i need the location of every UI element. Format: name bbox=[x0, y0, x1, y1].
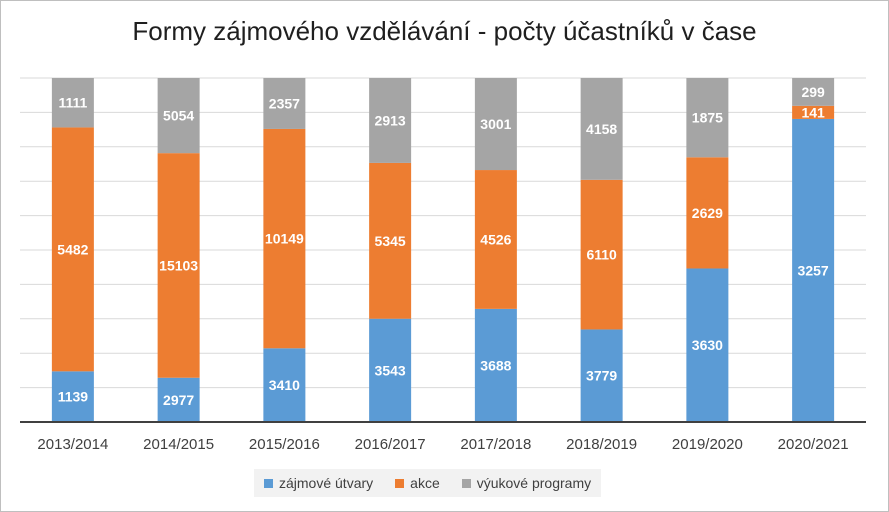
bar-segment bbox=[792, 118, 835, 422]
data-label: 3001 bbox=[480, 116, 511, 132]
bar-segment bbox=[157, 153, 200, 378]
legend: zájmové útvary akce výukové programy bbox=[254, 469, 602, 497]
data-label: 299 bbox=[801, 84, 825, 100]
data-label: 2357 bbox=[269, 95, 300, 111]
bar-segment bbox=[51, 127, 94, 372]
data-label: 3630 bbox=[692, 337, 723, 353]
bar-segment bbox=[369, 78, 412, 163]
x-tick-label: 2016/2017 bbox=[355, 436, 426, 453]
data-label: 6110 bbox=[586, 247, 617, 263]
data-label: 5482 bbox=[57, 241, 88, 257]
legend-swatch bbox=[264, 478, 273, 488]
data-label: 3688 bbox=[480, 357, 511, 373]
data-label: 1111 bbox=[58, 95, 87, 111]
chart-title: Formy zájmového vzdělávání - počty účast… bbox=[132, 16, 757, 46]
data-label: 1139 bbox=[58, 389, 89, 405]
data-label: 5054 bbox=[163, 108, 194, 124]
legend-item-akce[interactable]: akce bbox=[395, 475, 440, 491]
x-tick-label: 2018/2019 bbox=[566, 436, 637, 453]
legend-label: výukové programy bbox=[476, 475, 592, 491]
data-label: 2913 bbox=[375, 112, 406, 128]
bar-segment bbox=[157, 377, 200, 422]
legend-swatch bbox=[395, 478, 405, 488]
bar-segment bbox=[686, 78, 729, 158]
data-label: 3257 bbox=[798, 262, 829, 278]
bar-segment bbox=[263, 348, 306, 422]
bar-segment bbox=[580, 78, 623, 180]
x-tick-label: 2020/2021 bbox=[778, 436, 849, 453]
bar-segment bbox=[263, 128, 306, 349]
x-tick-label: 2014/2015 bbox=[143, 436, 214, 453]
data-label: 3543 bbox=[375, 362, 406, 378]
bar-segment bbox=[686, 157, 729, 269]
data-label: 4526 bbox=[480, 231, 511, 247]
bar-segment bbox=[369, 162, 412, 319]
bar-segment bbox=[474, 170, 517, 309]
legend-swatch bbox=[461, 478, 471, 488]
legend-label: akce bbox=[410, 475, 440, 491]
data-label: 2629 bbox=[692, 205, 723, 221]
x-tick-label: 2015/2016 bbox=[249, 436, 320, 453]
bar-segment bbox=[580, 329, 623, 422]
data-label: 141 bbox=[801, 104, 825, 120]
bar-segment bbox=[263, 78, 306, 129]
bar-segment bbox=[51, 78, 94, 128]
data-label: 1875 bbox=[692, 110, 723, 126]
bar-segment bbox=[157, 78, 200, 154]
bar-segment bbox=[792, 78, 835, 106]
data-label: 3779 bbox=[586, 368, 617, 384]
legend-item-vyukove-programy[interactable]: výukové programy bbox=[461, 475, 592, 491]
bar-segment bbox=[51, 371, 94, 422]
data-label: 15103 bbox=[159, 257, 198, 273]
bar-segment bbox=[474, 308, 517, 422]
data-label: 5345 bbox=[375, 233, 406, 249]
data-label: 4158 bbox=[586, 121, 617, 137]
bar-segment bbox=[369, 318, 412, 422]
x-tick-label: 2013/2014 bbox=[37, 436, 108, 453]
x-tick-label: 2017/2018 bbox=[460, 436, 531, 453]
bar-segment bbox=[580, 179, 623, 330]
data-label: 2977 bbox=[163, 392, 194, 408]
bar-segment bbox=[792, 105, 835, 119]
legend-label: zájmové útvary bbox=[279, 475, 374, 491]
bar-segment bbox=[686, 268, 729, 422]
data-label: 10149 bbox=[265, 231, 304, 247]
data-label: 3410 bbox=[269, 377, 300, 393]
legend-item-zajmove-utvary[interactable]: zájmové útvary bbox=[264, 475, 373, 491]
bar-segment bbox=[474, 78, 517, 171]
x-tick-label: 2019/2020 bbox=[672, 436, 743, 453]
